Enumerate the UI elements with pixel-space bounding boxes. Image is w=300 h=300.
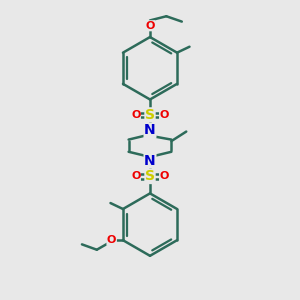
Text: O: O [160, 110, 169, 120]
Text: N: N [144, 123, 156, 137]
Text: S: S [145, 108, 155, 122]
Text: N: N [144, 154, 156, 168]
Text: O: O [160, 172, 169, 182]
Text: O: O [107, 235, 116, 245]
Text: O: O [131, 110, 140, 120]
Text: S: S [145, 169, 155, 184]
Text: O: O [131, 172, 140, 182]
Text: O: O [145, 21, 155, 31]
